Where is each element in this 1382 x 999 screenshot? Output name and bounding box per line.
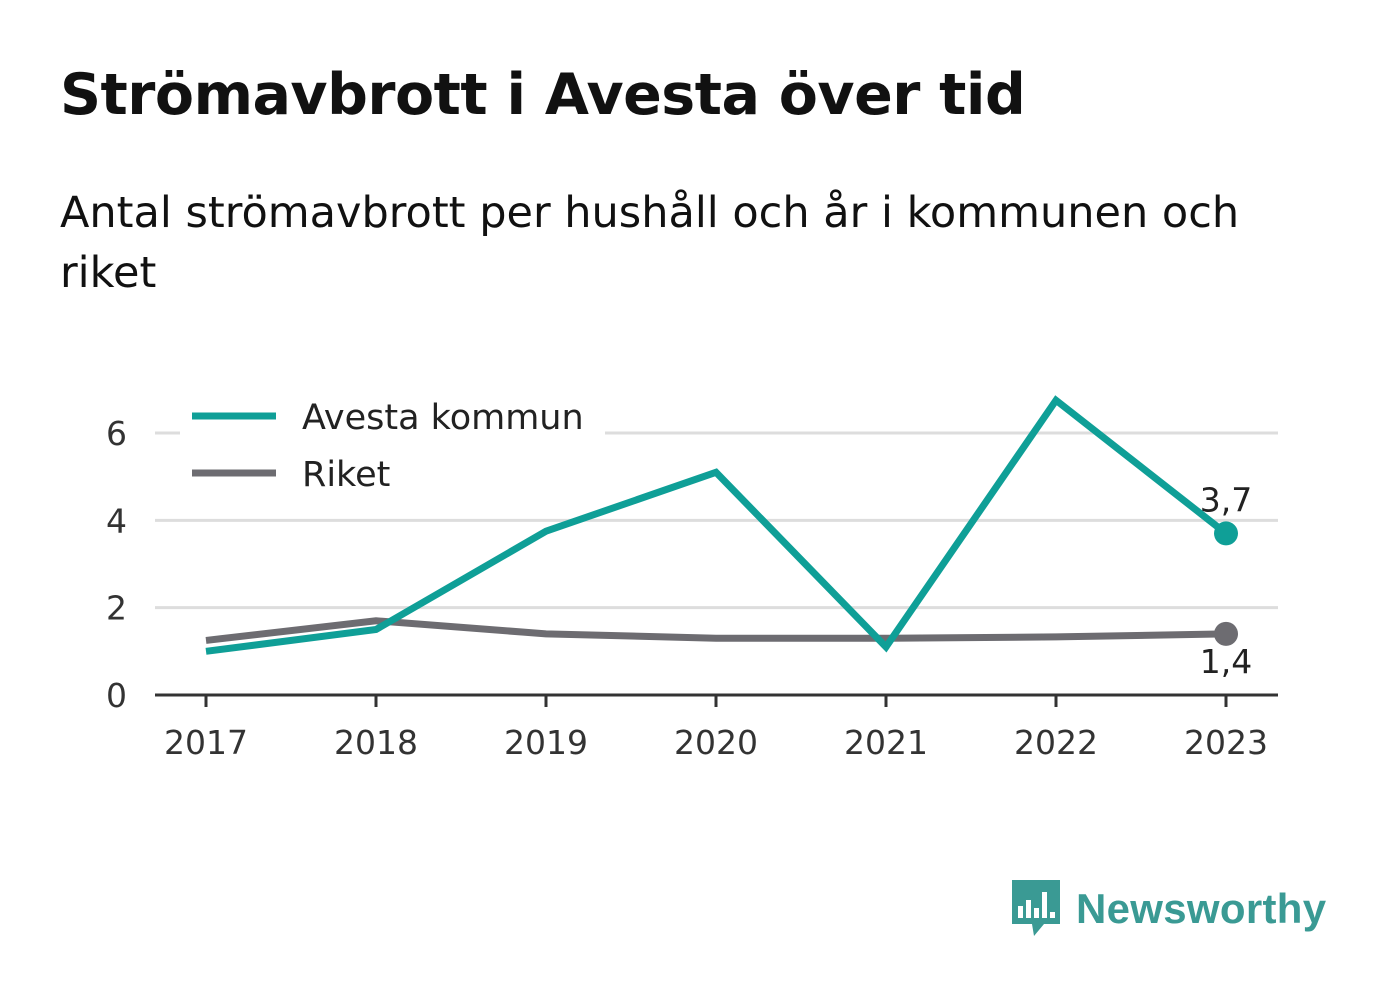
end-marker <box>1214 621 1238 646</box>
newsworthy-logo: Newsworthy <box>1010 878 1326 940</box>
x-tick-label: 2019 <box>504 723 588 762</box>
brand-name: Newsworthy <box>1076 885 1327 932</box>
x-tick-label: 2021 <box>844 723 928 762</box>
newsworthy-logo-icon <box>1012 880 1060 936</box>
x-tick-label: 2020 <box>674 723 758 762</box>
x-tick-label: 2022 <box>1014 723 1098 762</box>
y-tick-label: 0 <box>106 676 127 715</box>
legend-label: Riket <box>302 455 390 495</box>
y-tick-label: 4 <box>106 501 127 540</box>
end-marker <box>1214 521 1238 546</box>
x-tick-label: 2017 <box>164 723 248 762</box>
x-tick-label: 2023 <box>1184 723 1268 762</box>
end-value-label: 3,7 <box>1200 480 1252 519</box>
y-tick-label: 2 <box>106 589 127 628</box>
x-tick-label: 2018 <box>334 723 418 762</box>
legend-label: Avesta kommun <box>302 398 584 438</box>
y-tick-label: 6 <box>106 414 127 453</box>
chart-title: Strömavbrott i Avesta över tid <box>60 62 1026 128</box>
chart-subtitle: Antal strömavbrott per hushåll och år i … <box>60 188 1240 298</box>
end-value-label: 1,4 <box>1200 642 1252 681</box>
